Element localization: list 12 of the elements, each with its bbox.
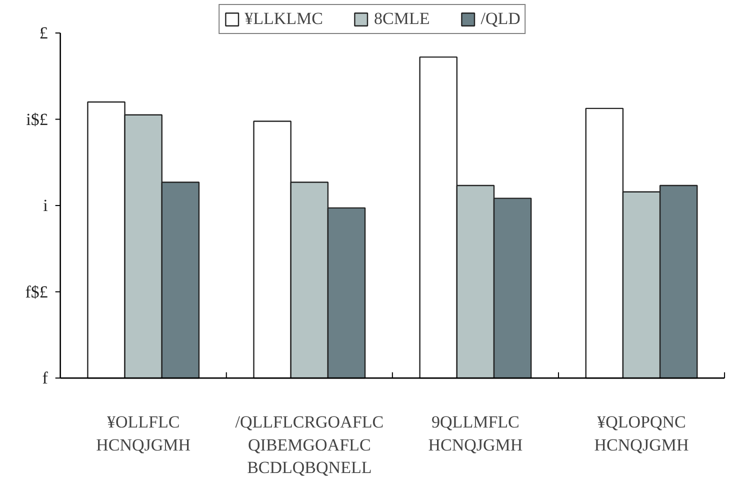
text: i$£	[26, 110, 48, 129]
text: £	[39, 23, 48, 42]
text: f$£	[25, 282, 48, 302]
legend-label: ¥LLKLMC	[244, 9, 323, 29]
x-tick-label: 9QLLMFLC HCNQJGMH	[428, 412, 523, 454]
text: f	[42, 368, 48, 388]
x-tick-label: ¥OLLFLC HCNQJGMH	[96, 412, 191, 454]
x-tick-label: ¥QLOPQNC HCNQJGMH	[594, 412, 689, 454]
x-tick-label: /QLLFLCRGOAFLC QIBEMGOAFLC BCDLQBQNELL	[235, 412, 384, 478]
legend-label: /QLD	[480, 9, 520, 29]
text: i	[43, 196, 48, 216]
legend-label: 8CMLE	[374, 9, 430, 29]
